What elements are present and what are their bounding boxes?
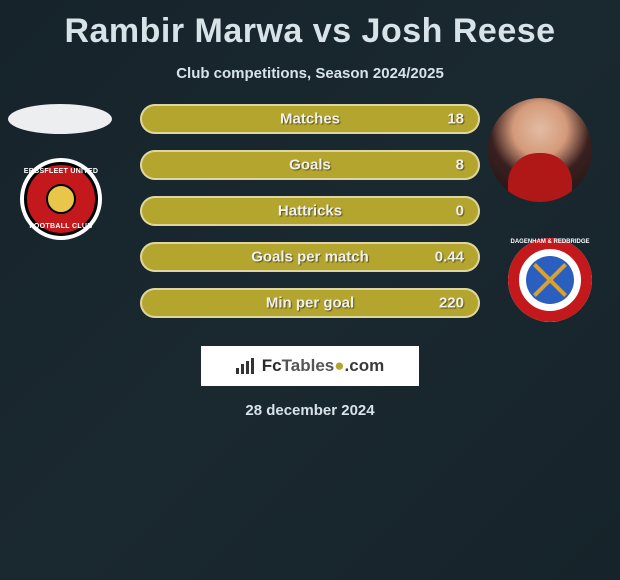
player2-avatar <box>488 98 592 202</box>
stat-value: 8 <box>456 157 464 174</box>
stat-bar-goals: Goals 8 <box>140 150 480 180</box>
stat-bar-goals-per-match: Goals per match 0.44 <box>140 242 480 272</box>
stat-label: Min per goal <box>266 295 354 312</box>
stat-bar-hattricks: Hattricks 0 <box>140 196 480 226</box>
club2-name-top: DAGENHAM & REDBRIDGE <box>508 239 592 245</box>
fctables-logo: FcTables●.com <box>201 346 419 386</box>
logo-text-fc: Fc <box>262 356 282 376</box>
stat-value: 220 <box>439 295 464 312</box>
player1-club-badge: EBBSFLEET UNITED FOOTBALL CLUB <box>20 158 102 240</box>
subtitle: Club competitions, Season 2024/2025 <box>0 65 620 82</box>
logo-text-dot: ● <box>334 356 344 376</box>
player2-club-badge: DAGENHAM & REDBRIDGE <box>508 238 592 322</box>
stat-label: Goals per match <box>251 249 369 266</box>
club1-name-top: EBBSFLEET UNITED <box>20 168 102 175</box>
stat-bars: Matches 18 Goals 8 Hattricks 0 Goals per… <box>140 104 480 334</box>
player1-avatar <box>8 104 112 134</box>
chart-icon <box>236 358 256 374</box>
logo-text-tables: Tables <box>282 356 335 376</box>
stat-label: Goals <box>289 157 331 174</box>
stat-bar-min-per-goal: Min per goal 220 <box>140 288 480 318</box>
club1-name-bottom: FOOTBALL CLUB <box>20 223 102 230</box>
logo-text-suffix: .com <box>345 356 385 376</box>
stat-label: Hattricks <box>278 203 342 220</box>
stat-value: 0.44 <box>435 249 464 266</box>
comparison-content: EBBSFLEET UNITED FOOTBALL CLUB DAGENHAM … <box>0 104 620 334</box>
date-text: 28 december 2024 <box>0 402 620 419</box>
stat-label: Matches <box>280 111 340 128</box>
stat-value: 18 <box>447 111 464 128</box>
stat-value: 0 <box>456 203 464 220</box>
page-title: Rambir Marwa vs Josh Reese <box>0 0 620 51</box>
stat-bar-matches: Matches 18 <box>140 104 480 134</box>
